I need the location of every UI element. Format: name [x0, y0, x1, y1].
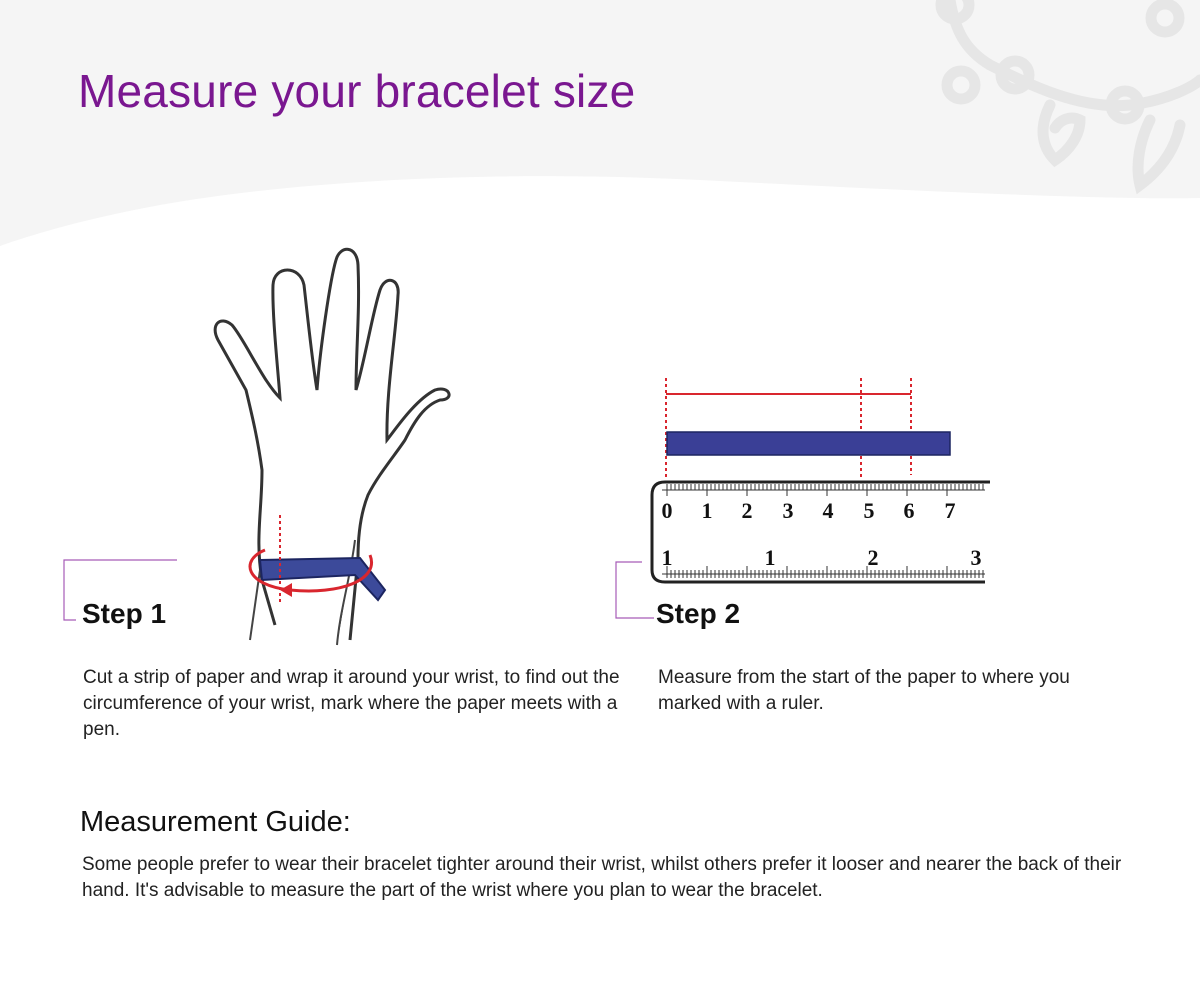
measurement-guide-text: Some people prefer to wear their bracele…: [82, 854, 1122, 901]
ruler-inch-label: 1: [662, 545, 673, 570]
ruler-inch-label: 2: [868, 545, 879, 570]
ruler-cm-label: 3: [783, 498, 794, 523]
step2-label: Step 2: [656, 598, 741, 629]
step2-description: Measure from the start of the paper to w…: [658, 667, 1070, 714]
step1-label: Step 1: [82, 598, 167, 629]
ruler-cm-label: 2: [742, 498, 753, 523]
ruler-cm-label: 0: [662, 498, 673, 523]
step2-bracket: [615, 561, 654, 619]
ruler-cm-label: 6: [904, 498, 915, 523]
measurement-guide-title: Measurement Guide:: [80, 806, 351, 838]
step1-bracket: [63, 559, 177, 621]
bracelet-watermark-icon: [935, 0, 1200, 195]
page-title: Measure your bracelet size: [78, 65, 636, 117]
step1-description: Cut a strip of paper and wrap it around …: [83, 667, 620, 740]
ruler-inch-label: 3: [971, 545, 982, 570]
ruler-inch-label: 1: [765, 545, 776, 570]
hand-wrist-illustration: [213, 247, 451, 646]
ruler-cm-label: 1: [702, 498, 713, 523]
ruler-cm-label: 7: [945, 498, 956, 523]
ruler-cm-label: 4: [823, 498, 834, 523]
ruler-cm-label: 5: [864, 498, 875, 523]
ruler-illustration: 0 1 2 3 4 5 6 7 1 1 2 3: [650, 378, 990, 584]
